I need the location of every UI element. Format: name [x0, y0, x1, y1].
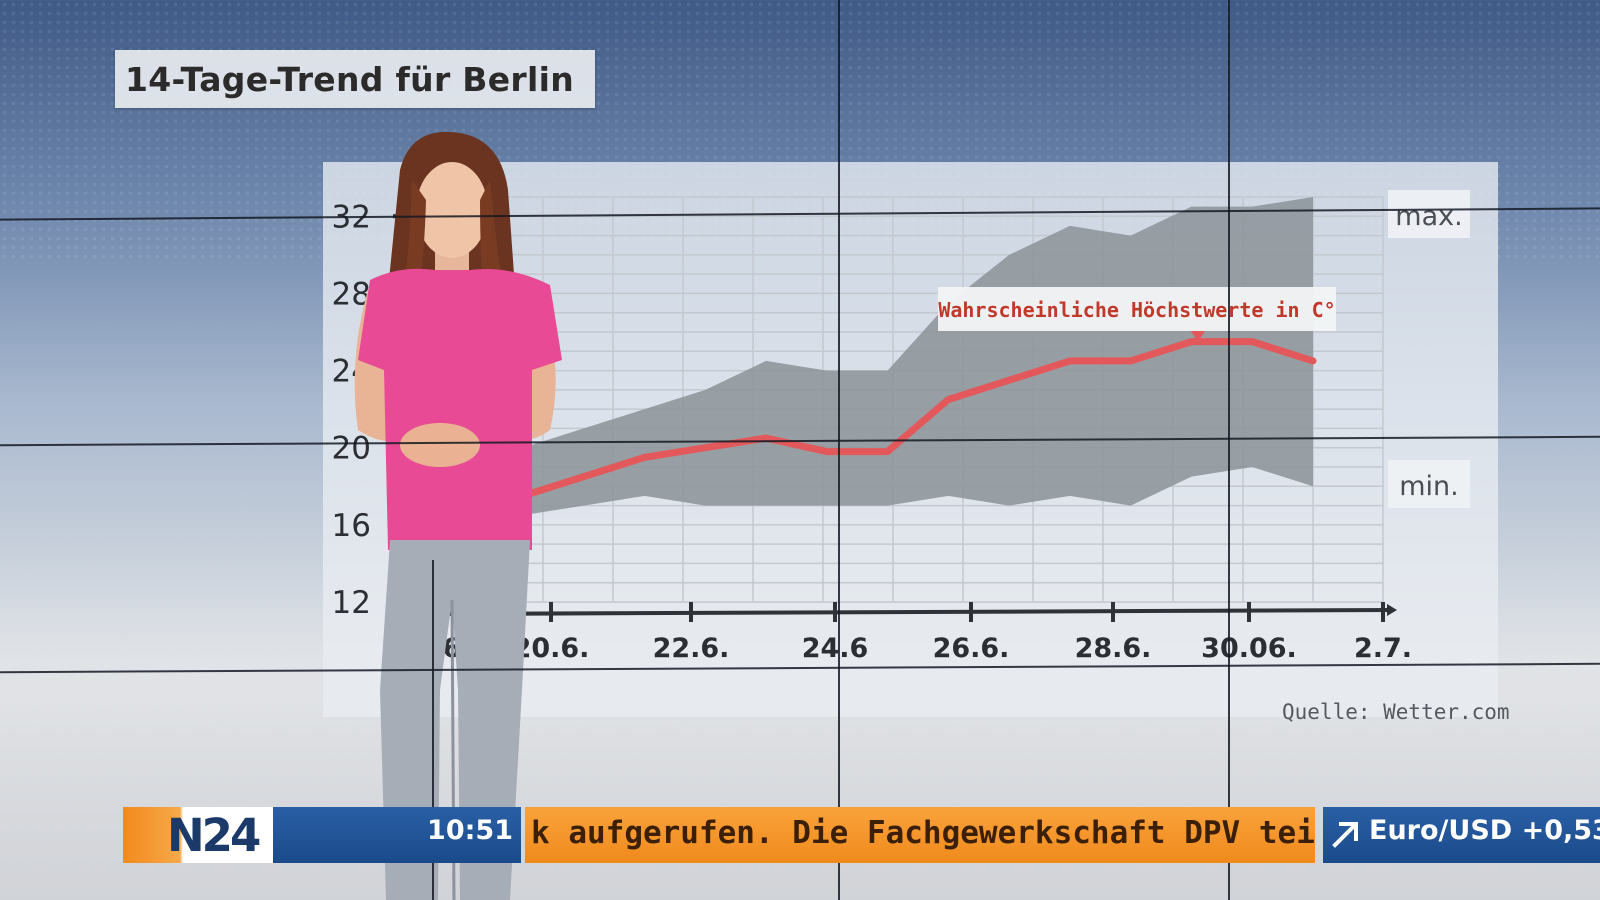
x-tick-label: 24.6	[802, 633, 869, 664]
channel-logo: N24	[167, 809, 261, 862]
x-tick-label: 22.6.	[653, 633, 730, 664]
annotation-pointer	[1191, 331, 1205, 342]
presenter-figure	[354, 131, 562, 900]
clock-box	[273, 807, 521, 863]
news-ticker: N24 10:51 k aufgerufen. Die Fachgewerksc…	[123, 807, 1600, 863]
x-tick-label: 2.7.	[1354, 633, 1412, 664]
channel-logo-box: N24	[123, 807, 273, 863]
x-tick-label: 20.6.	[513, 633, 590, 664]
y-tick-label: 12	[332, 585, 371, 621]
min-label: min.	[1399, 471, 1459, 502]
probable-max-line	[519, 338, 1317, 500]
market-box: Euro/USD +0,53 %	[1323, 807, 1600, 863]
min-label-bg	[1388, 460, 1470, 508]
news-crawl-box: k aufgerufen. Die Fachgewerkschaft DPV t…	[525, 807, 1315, 863]
annotation-text: Wahrscheinliche Höchstwerte in C°	[938, 298, 1335, 322]
x-axis-arrow	[1387, 604, 1397, 616]
x-tick-label: 30.06.	[1201, 633, 1297, 664]
clock-time: 10:51	[427, 815, 513, 846]
x-tick-label: 26.6.	[933, 633, 1010, 664]
max-label: max.	[1395, 201, 1462, 232]
max-label-bg	[1388, 190, 1470, 238]
studio-frame-line	[432, 560, 434, 900]
arrow-up-right-icon	[1332, 822, 1358, 848]
x-axis	[432, 608, 1394, 616]
chart-title-box: 14-Tage-Trend für Berlin	[115, 50, 595, 108]
studio-frame-line	[1228, 0, 1230, 900]
y-tick-label: 20	[332, 431, 371, 467]
annotation-box	[938, 287, 1336, 331]
market-value: Euro/USD +0,53 %	[1369, 815, 1600, 846]
chart-title: 14-Tage-Trend für Berlin	[125, 59, 575, 99]
y-tick-label: 16	[332, 508, 371, 544]
min-max-band	[523, 197, 1313, 516]
studio-frame-line	[838, 0, 840, 900]
x-tick-label: 28.6.	[1075, 633, 1152, 664]
source-credit: Quelle: Wetter.com	[1282, 700, 1510, 724]
news-crawl-text: k aufgerufen. Die Fachgewerkschaft DPV t…	[531, 815, 1315, 851]
temperature-trend-chart: 18.6.20.6.22.6.24.626.6.28.6.30.06.2.7.1…	[332, 190, 1470, 664]
